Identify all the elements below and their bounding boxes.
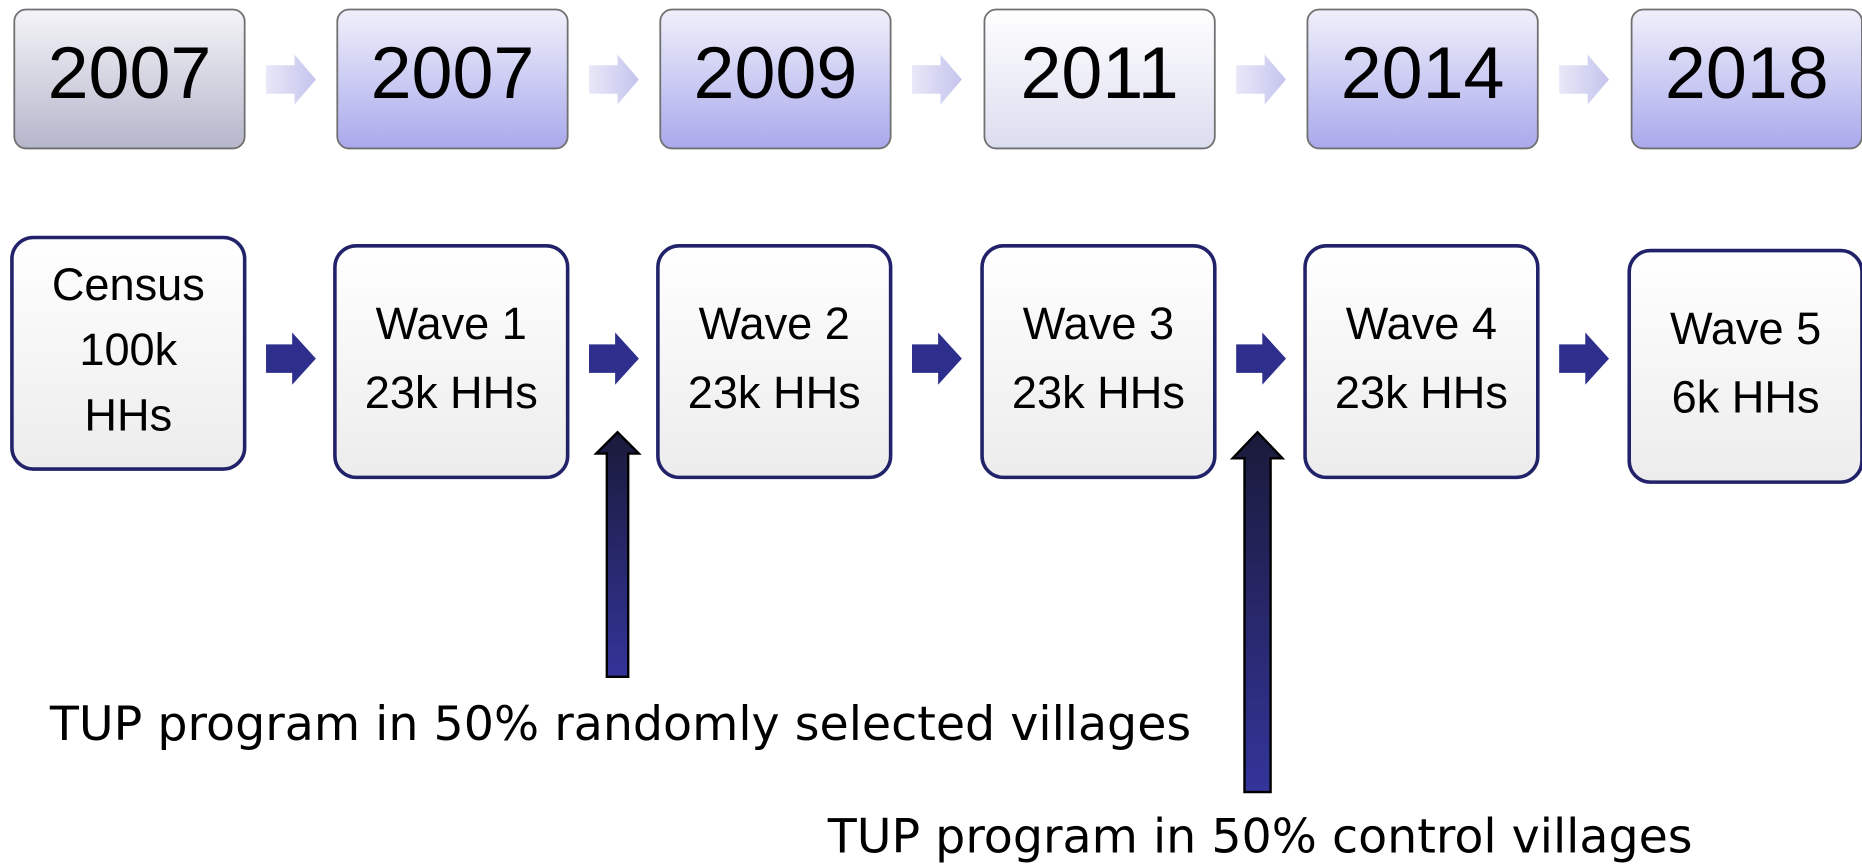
stage-label: 100k: [79, 324, 177, 375]
stage-arrow: [1559, 332, 1610, 385]
year-arrow: [589, 54, 639, 105]
stage-box: [333, 244, 570, 480]
stage-arrow: [589, 332, 639, 385]
stage-label: 23k HHs: [1335, 367, 1508, 418]
year-label: 2014: [1341, 31, 1505, 114]
stage-box: [10, 235, 247, 471]
stage-label: 23k HHs: [688, 367, 861, 418]
stage-box: [980, 244, 1217, 480]
stage-label: Wave 5: [1670, 303, 1821, 354]
year-label: 2009: [694, 31, 858, 114]
pointer-arrow: [1229, 430, 1286, 794]
stage-label: 23k HHs: [1012, 367, 1185, 418]
year-arrow: [912, 54, 962, 105]
year-label: 2018: [1665, 31, 1829, 114]
stage-label: 6k HHs: [1672, 372, 1820, 423]
year-box: [983, 8, 1216, 150]
year-box: [659, 8, 892, 150]
stage-label: Wave 4: [1346, 298, 1497, 349]
stage-box: [656, 244, 893, 480]
stage-arrow: [912, 332, 962, 385]
year-label: 2007: [371, 31, 535, 114]
year-label: 2011: [1020, 31, 1178, 114]
stage-label: Wave 2: [699, 298, 850, 349]
annotation: TUP program in 50% control villages: [827, 810, 1693, 865]
year-arrow: [266, 54, 316, 105]
year-box: [1306, 8, 1539, 150]
stage-arrow: [266, 332, 316, 385]
year-arrow: [1236, 54, 1287, 105]
stage-label: 23k HHs: [365, 367, 538, 418]
annotation: TUP program in 50% randomly selected vil…: [49, 697, 1191, 752]
year-label: 2007: [48, 31, 212, 114]
stage-arrow: [1236, 332, 1287, 385]
stage-label: Census: [52, 259, 205, 310]
year-arrow: [1559, 54, 1610, 105]
stage-box: [1627, 248, 1862, 484]
year-box: [336, 8, 569, 150]
stage-box: [1303, 244, 1540, 480]
year-box: [13, 8, 246, 150]
stage-label: HHs: [84, 389, 172, 440]
stage-label: Wave 1: [376, 298, 527, 349]
pointer-arrow: [593, 430, 642, 679]
stage-label: Wave 3: [1023, 298, 1174, 349]
